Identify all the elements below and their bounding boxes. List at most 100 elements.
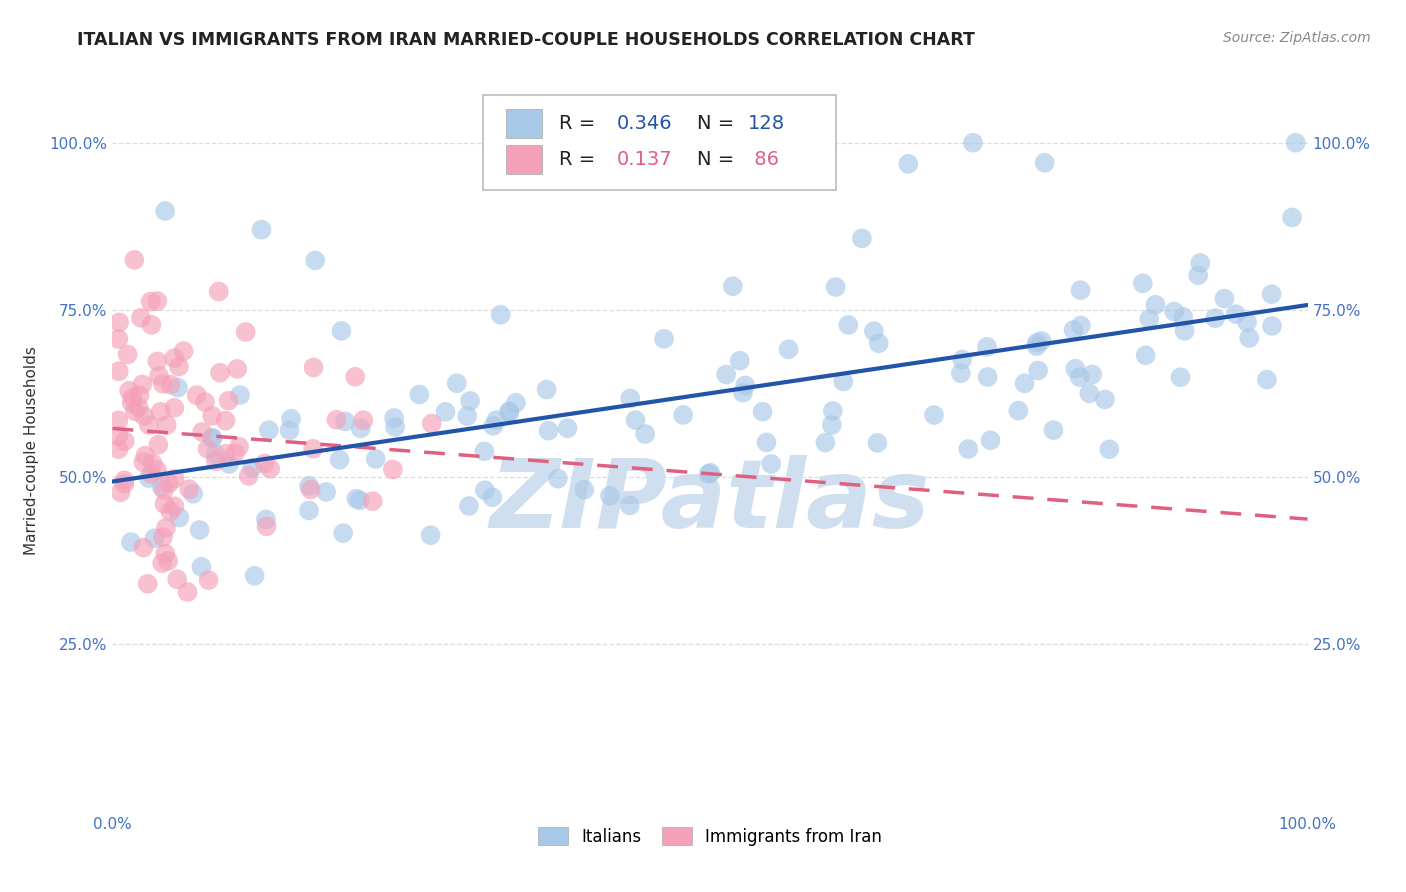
Point [1135,348,1157,362]
Point [325,412,347,426]
Point [146,294,169,309]
Point [114,434,136,449]
Point [824,280,846,294]
Point [118,384,141,398]
Point [1069,370,1091,384]
Point [218,393,240,408]
Point [1174,324,1197,338]
Point [148,368,170,383]
Text: N =: N = [697,113,734,133]
Point [734,378,756,392]
Point [155,521,177,535]
Point [163,472,186,486]
Point [922,408,945,422]
Point [201,431,224,445]
Point [1042,423,1064,437]
Point [167,359,190,374]
Point [278,423,301,437]
Point [134,449,156,463]
Point [166,572,188,586]
Point [159,504,181,518]
Point [215,447,238,461]
Point [128,401,150,415]
Point [949,366,972,380]
Point [333,415,356,429]
Point [108,315,131,329]
Point [672,408,695,422]
Point [1144,298,1167,312]
Point [950,352,973,367]
Point [201,409,224,423]
Point [1094,392,1116,407]
Point [832,375,855,389]
Point [139,294,162,309]
Point [350,421,373,435]
Point [485,413,508,427]
Point [121,395,143,409]
Point [218,457,240,471]
Point [302,360,325,375]
Point [619,392,641,406]
Point [344,369,367,384]
Point [1256,373,1278,387]
Point [1098,442,1121,457]
Point [1078,386,1101,401]
Point [382,411,405,425]
Point [634,427,657,442]
Point [863,324,886,338]
Point [458,393,481,408]
Point [329,452,352,467]
Text: 86: 86 [748,150,779,169]
Point [298,503,321,517]
Text: ZIPatlas: ZIPatlas [489,455,931,548]
Point [547,472,569,486]
Point [117,347,139,361]
Point [302,442,325,456]
Point [1070,318,1092,333]
Point [256,519,278,533]
Point [190,559,212,574]
Point [1239,331,1261,345]
Point [1189,256,1212,270]
Point [751,405,773,419]
Point [537,424,560,438]
Point [169,510,191,524]
Point [188,523,211,537]
Point [330,324,353,338]
Point [315,484,337,499]
Point [474,483,496,498]
Point [481,490,503,504]
Point [1171,310,1194,324]
Point [129,310,152,325]
Point [728,353,751,368]
Point [1170,370,1192,384]
Point [186,388,208,402]
Point [107,413,129,427]
Point [721,279,744,293]
Point [482,418,505,433]
Point [458,499,481,513]
Point [1260,287,1282,301]
Point [419,528,441,542]
Point [132,455,155,469]
Point [112,476,135,491]
Bar [506,145,541,174]
Bar [506,109,541,137]
Point [250,222,273,236]
Point [624,413,647,427]
Point [599,489,621,503]
Point [574,483,596,497]
Point [1285,136,1308,150]
Text: R =: R = [560,113,596,133]
Point [1026,363,1049,377]
Point [1031,334,1053,348]
Point [204,447,226,461]
Point [1204,311,1226,326]
Point [498,405,520,419]
Point [364,451,387,466]
Point [755,435,778,450]
Point [157,554,180,568]
Point [420,417,443,431]
Point [652,332,675,346]
Point [1081,368,1104,382]
